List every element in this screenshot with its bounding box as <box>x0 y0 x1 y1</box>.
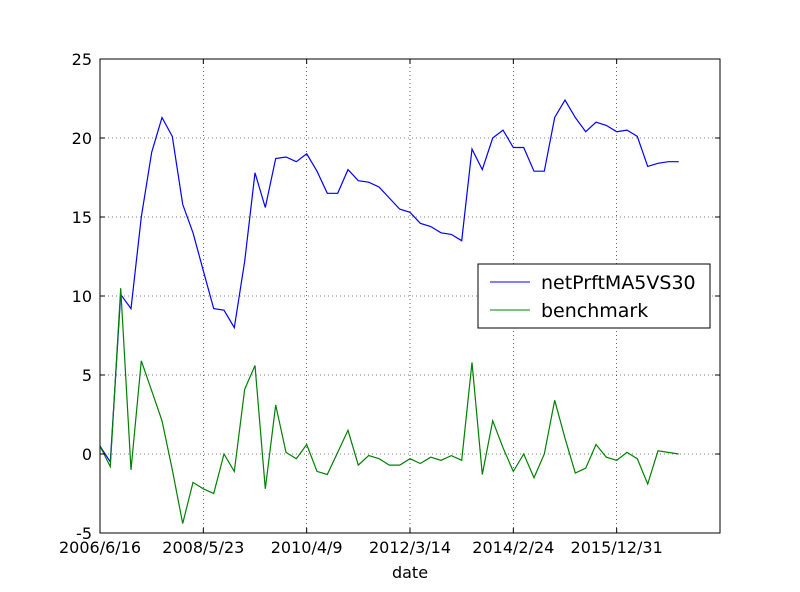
series-line-netPrftMA5VS30 <box>99 98 679 464</box>
y-tick-label: 0 <box>82 445 92 464</box>
legend-box <box>477 263 711 329</box>
x-tick-label: 2012/3/14 <box>369 538 451 557</box>
y-tick-label: 5 <box>82 366 92 385</box>
series-lines <box>99 98 679 524</box>
y-tick-label: 25 <box>72 50 92 69</box>
y-tick-label: 20 <box>72 129 92 148</box>
series-line-benchmark <box>99 288 679 524</box>
axis-ticks: -5 0 5 10 15 20 25 2006/6/16 2008/5/23 2010/4/9 20… <box>59 50 720 557</box>
legend-label-netPrftMA5VS30: netPrftMA5VS30 <box>541 272 696 294</box>
y-tick-label: 10 <box>72 287 92 306</box>
legend: netPrftMA5VS30 benchmark <box>477 263 711 329</box>
x-tick-label: 2006/6/16 <box>59 538 141 557</box>
x-tick-label: 2014/2/24 <box>472 538 554 557</box>
x-tick-label: 2015/12/31 <box>571 538 663 557</box>
x-tick-label: 2010/4/9 <box>271 538 343 557</box>
y-tick-label: -5 <box>76 524 92 543</box>
y-tick-label: 15 <box>72 208 92 227</box>
x-tick-label: 2008/5/23 <box>162 538 244 557</box>
x-axis-label: date <box>392 563 428 582</box>
legend-label-benchmark: benchmark <box>541 300 648 322</box>
